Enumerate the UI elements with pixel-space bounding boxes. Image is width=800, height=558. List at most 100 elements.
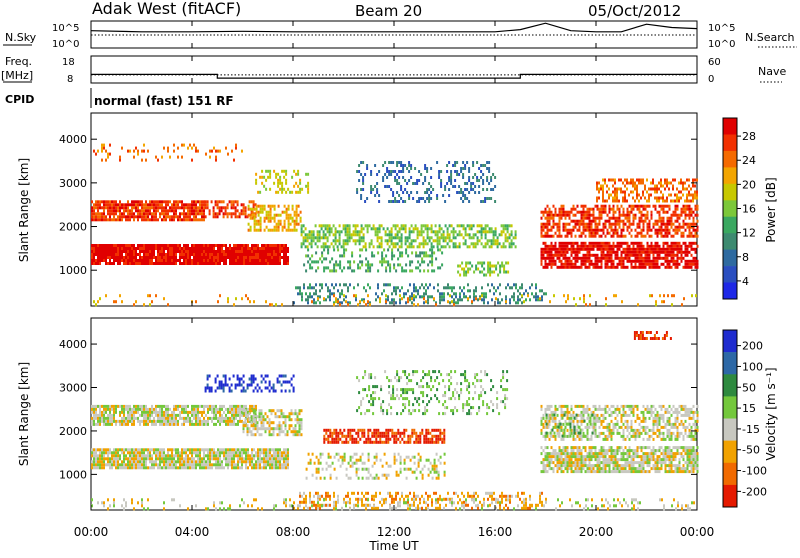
velocity-cell bbox=[109, 448, 111, 451]
power-cell bbox=[555, 251, 557, 254]
power-cell bbox=[315, 289, 317, 292]
power-cell bbox=[235, 247, 237, 250]
power-cell bbox=[589, 294, 591, 297]
power-cell bbox=[372, 188, 374, 191]
power-cell bbox=[565, 251, 567, 254]
power-cell bbox=[177, 206, 179, 209]
power-cell bbox=[573, 205, 575, 208]
power-cell bbox=[691, 208, 693, 211]
power-colorbar-label: Power [dB] bbox=[764, 177, 778, 242]
power-cell bbox=[99, 203, 101, 206]
power-cell bbox=[695, 235, 697, 238]
power-cell bbox=[469, 289, 471, 292]
power-cell bbox=[357, 266, 359, 269]
velocity-cell bbox=[147, 448, 149, 451]
power-cell bbox=[99, 215, 101, 218]
velocity-cell bbox=[287, 454, 289, 457]
power-cell bbox=[652, 182, 654, 185]
power-cell bbox=[393, 263, 395, 266]
power-cell bbox=[495, 297, 497, 300]
power-cell bbox=[95, 206, 97, 209]
velocity-cell bbox=[207, 460, 209, 463]
power-cell bbox=[421, 295, 423, 298]
power-cell bbox=[173, 262, 175, 265]
velocity-cell bbox=[141, 454, 143, 457]
power-cell bbox=[545, 257, 547, 260]
power-cell bbox=[101, 144, 103, 147]
power-cell bbox=[365, 269, 367, 272]
power-cell bbox=[254, 208, 256, 211]
velocity-cell bbox=[131, 448, 133, 451]
power-cell bbox=[123, 206, 125, 209]
power-cell bbox=[487, 224, 489, 227]
power-cell bbox=[629, 254, 631, 257]
velocity-cell bbox=[155, 463, 157, 466]
power-cell bbox=[567, 223, 569, 226]
power-cell bbox=[655, 245, 657, 248]
power-cell bbox=[245, 215, 247, 218]
power-cell bbox=[416, 182, 418, 185]
power-cell bbox=[415, 239, 417, 242]
power-cell bbox=[657, 263, 659, 266]
power-cell bbox=[295, 286, 297, 289]
power-ytick-label: 3000 bbox=[59, 177, 87, 190]
velocity-cell bbox=[225, 460, 227, 463]
power-cell bbox=[595, 232, 597, 235]
power-cell bbox=[545, 211, 547, 214]
power-cell bbox=[648, 194, 650, 197]
power-cell bbox=[99, 200, 101, 203]
power-cell bbox=[571, 248, 573, 251]
power-cell bbox=[685, 208, 687, 211]
power-cell bbox=[469, 295, 471, 298]
power-cell bbox=[589, 303, 591, 306]
power-cell bbox=[419, 254, 421, 257]
power-cell bbox=[423, 242, 425, 245]
power-cell bbox=[109, 253, 111, 256]
power-cell bbox=[457, 271, 459, 274]
power-cell bbox=[280, 214, 282, 217]
power-cell bbox=[307, 254, 309, 257]
velocity-cell bbox=[139, 423, 141, 426]
power-cell bbox=[115, 256, 117, 259]
power-cell bbox=[422, 182, 424, 185]
power-cell bbox=[290, 214, 292, 217]
power-cell bbox=[651, 217, 653, 220]
velocity-cell bbox=[247, 466, 249, 469]
velocity-cell bbox=[241, 460, 243, 463]
power-cell bbox=[583, 300, 585, 303]
power-cell bbox=[683, 220, 685, 223]
power-cell bbox=[175, 203, 177, 206]
power-cell bbox=[652, 188, 654, 191]
power-cell bbox=[211, 262, 213, 265]
velocity-cell bbox=[111, 463, 113, 466]
power-cell bbox=[547, 235, 549, 238]
velocity-cell bbox=[153, 423, 155, 426]
power-cell bbox=[650, 188, 652, 191]
power-cell bbox=[579, 220, 581, 223]
power-cell bbox=[485, 242, 487, 245]
power-cell bbox=[517, 295, 519, 298]
power-cell bbox=[259, 262, 261, 265]
power-cell bbox=[695, 263, 697, 266]
power-cell bbox=[127, 262, 129, 265]
power-cell bbox=[680, 191, 682, 194]
power-cell bbox=[469, 262, 471, 265]
power-cell bbox=[449, 245, 451, 248]
power-cell bbox=[450, 179, 452, 182]
power-cell bbox=[675, 211, 677, 214]
velocity-cell bbox=[131, 457, 133, 460]
power-cell bbox=[687, 251, 689, 254]
power-cell bbox=[367, 269, 369, 272]
power-cell bbox=[610, 179, 612, 182]
power-cell bbox=[396, 179, 398, 182]
power-cell bbox=[360, 188, 362, 191]
velocity-cell bbox=[203, 448, 205, 451]
power-cell bbox=[163, 297, 165, 300]
power-cell bbox=[645, 208, 647, 211]
power-cell bbox=[103, 244, 105, 247]
power-cell bbox=[252, 211, 254, 214]
power-cell bbox=[205, 250, 207, 253]
power-cell bbox=[589, 245, 591, 248]
power-cell bbox=[171, 256, 173, 259]
power-cell bbox=[285, 256, 287, 259]
